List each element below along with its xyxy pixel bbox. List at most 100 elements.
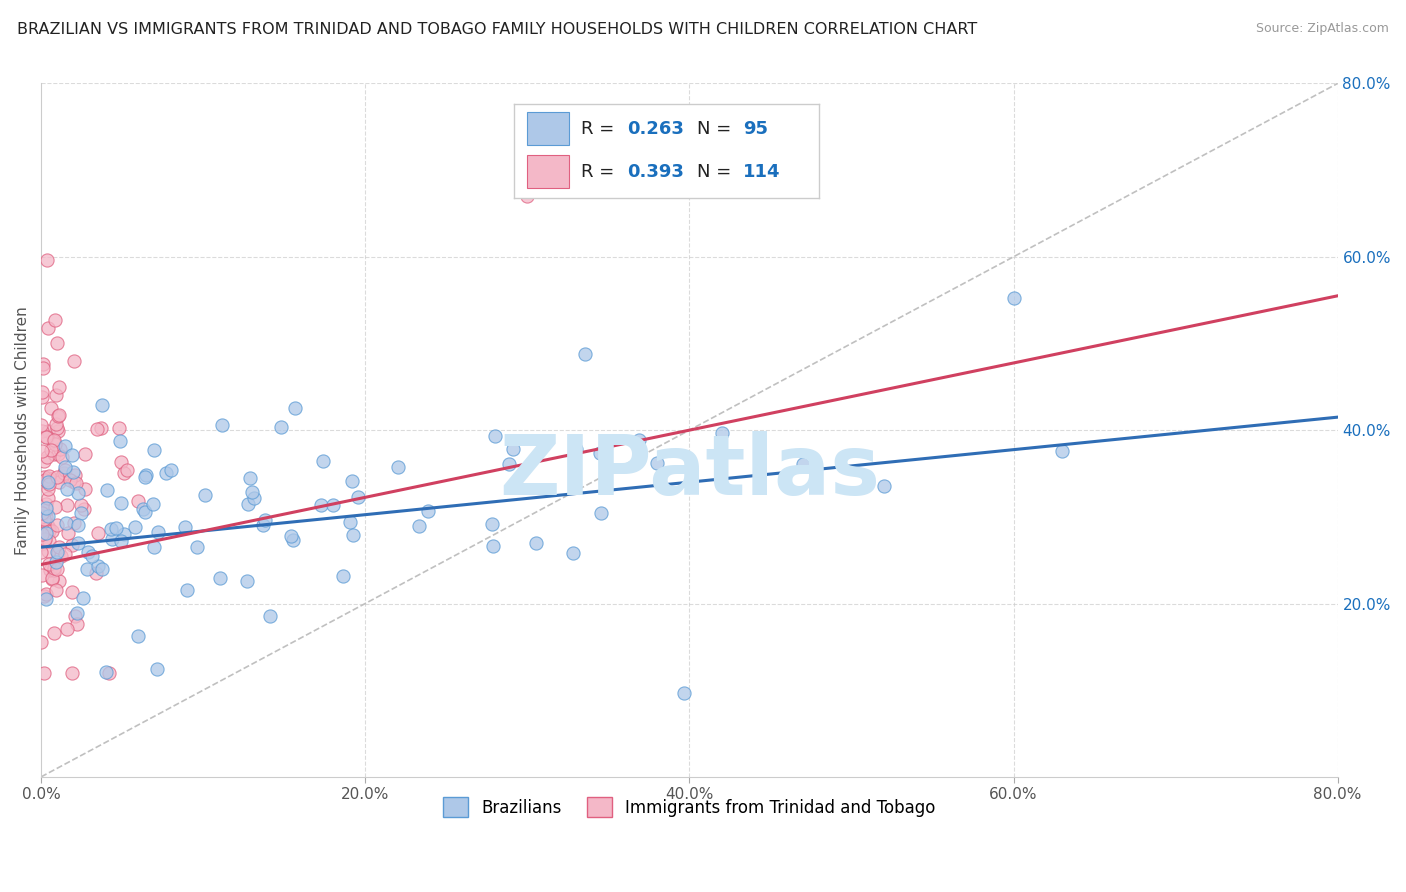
Brazilians [873, 479, 896, 493]
Immigrants from Trinidad and Tobago [108, 421, 131, 435]
Immigrants from Trinidad and Tobago [73, 447, 96, 461]
Brazilians [55, 482, 77, 496]
Brazilians [134, 505, 156, 519]
Brazilians [498, 457, 520, 471]
Immigrants from Trinidad and Tobago [38, 468, 60, 483]
Immigrants from Trinidad and Tobago [63, 609, 86, 624]
Immigrants from Trinidad and Tobago [37, 424, 59, 438]
Brazilians [159, 463, 181, 477]
Immigrants from Trinidad and Tobago [38, 476, 60, 491]
Brazilians [108, 434, 131, 448]
Brazilians [100, 522, 122, 536]
Immigrants from Trinidad and Tobago [34, 510, 56, 524]
Brazilians [66, 486, 89, 500]
Immigrants from Trinidad and Tobago [39, 442, 62, 457]
Brazilians [239, 471, 262, 485]
Immigrants from Trinidad and Tobago [63, 475, 86, 490]
Brazilians [143, 443, 166, 458]
Brazilians [1002, 291, 1025, 305]
Immigrants from Trinidad and Tobago [30, 537, 52, 551]
Brazilians [134, 470, 156, 484]
Immigrants from Trinidad and Tobago [46, 336, 69, 351]
Brazilians [194, 488, 217, 502]
Immigrants from Trinidad and Tobago [49, 549, 72, 563]
Brazilians [322, 498, 344, 512]
Immigrants from Trinidad and Tobago [31, 424, 53, 438]
Immigrants from Trinidad and Tobago [35, 517, 58, 532]
Brazilians [124, 520, 146, 534]
Brazilians [565, 442, 588, 457]
Brazilians [243, 491, 266, 506]
Immigrants from Trinidad and Tobago [115, 463, 138, 477]
Brazilians [146, 662, 169, 676]
Immigrants from Trinidad and Tobago [110, 455, 132, 469]
Brazilians [135, 467, 157, 482]
Immigrants from Trinidad and Tobago [60, 538, 83, 552]
Brazilians [312, 453, 335, 467]
Brazilians [591, 507, 613, 521]
Immigrants from Trinidad and Tobago [53, 463, 76, 477]
Immigrants from Trinidad and Tobago [31, 526, 53, 541]
Immigrants from Trinidad and Tobago [48, 409, 70, 423]
Immigrants from Trinidad and Tobago [73, 501, 96, 516]
Brazilians [66, 606, 89, 620]
Immigrants from Trinidad and Tobago [38, 524, 60, 538]
Brazilians [562, 546, 585, 560]
Brazilians [66, 536, 89, 550]
Brazilians [132, 502, 155, 516]
Immigrants from Trinidad and Tobago [44, 500, 66, 514]
Legend: Brazilians, Immigrants from Trinidad and Tobago: Brazilians, Immigrants from Trinidad and… [436, 790, 942, 824]
Immigrants from Trinidad and Tobago [42, 561, 65, 575]
Immigrants from Trinidad and Tobago [45, 583, 67, 598]
Brazilians [37, 475, 59, 490]
Immigrants from Trinidad and Tobago [38, 557, 60, 571]
Brazilians [252, 517, 274, 532]
Immigrants from Trinidad and Tobago [42, 626, 65, 640]
Immigrants from Trinidad and Tobago [45, 470, 67, 484]
Immigrants from Trinidad and Tobago [84, 566, 107, 581]
Immigrants from Trinidad and Tobago [60, 584, 83, 599]
Brazilians [55, 516, 77, 530]
Immigrants from Trinidad and Tobago [56, 622, 79, 636]
Immigrants from Trinidad and Tobago [49, 442, 72, 457]
Brazilians [155, 466, 177, 480]
Brazilians [127, 629, 149, 643]
Immigrants from Trinidad and Tobago [46, 562, 69, 576]
Immigrants from Trinidad and Tobago [516, 189, 538, 203]
Brazilians [76, 545, 98, 559]
Brazilians [35, 501, 58, 516]
Brazilians [346, 491, 368, 505]
Brazilians [186, 540, 208, 554]
Immigrants from Trinidad and Tobago [34, 473, 56, 487]
Immigrants from Trinidad and Tobago [30, 418, 52, 433]
Immigrants from Trinidad and Tobago [90, 421, 112, 435]
Immigrants from Trinidad and Tobago [30, 544, 52, 558]
Brazilians [481, 516, 503, 531]
Immigrants from Trinidad and Tobago [63, 468, 86, 483]
Brazilians [105, 521, 128, 535]
Brazilians [87, 558, 110, 573]
Immigrants from Trinidad and Tobago [59, 473, 82, 487]
Immigrants from Trinidad and Tobago [46, 518, 69, 533]
Brazilians [408, 519, 430, 533]
Brazilians [645, 456, 668, 470]
Brazilians [332, 569, 354, 583]
Immigrants from Trinidad and Tobago [70, 498, 93, 512]
Text: BRAZILIAN VS IMMIGRANTS FROM TRINIDAD AND TOBAGO FAMILY HOUSEHOLDS WITH CHILDREN: BRAZILIAN VS IMMIGRANTS FROM TRINIDAD AN… [17, 22, 977, 37]
Immigrants from Trinidad and Tobago [46, 409, 69, 423]
Immigrants from Trinidad and Tobago [73, 482, 96, 496]
Brazilians [574, 347, 596, 361]
Immigrants from Trinidad and Tobago [38, 563, 60, 577]
Immigrants from Trinidad and Tobago [56, 498, 79, 512]
Brazilians [96, 483, 118, 497]
Brazilians [37, 508, 59, 523]
Immigrants from Trinidad and Tobago [38, 473, 60, 487]
Brazilians [236, 497, 259, 511]
Brazilians [627, 433, 650, 447]
Brazilians [176, 583, 198, 598]
Immigrants from Trinidad and Tobago [32, 454, 55, 468]
Brazilians [62, 465, 84, 479]
Brazilians [284, 401, 307, 415]
Immigrants from Trinidad and Tobago [35, 586, 58, 600]
Immigrants from Trinidad and Tobago [48, 541, 70, 555]
